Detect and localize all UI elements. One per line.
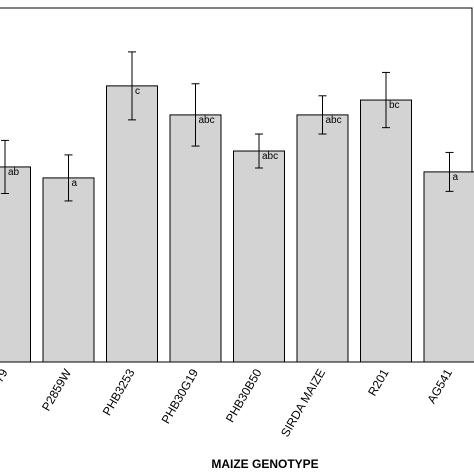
- x-tick-label: SIRDA MAIZE: [278, 367, 328, 440]
- group-letter: ab: [8, 167, 20, 178]
- x-tick-label: R201: [365, 366, 392, 398]
- x-tick-label: 0D79: [0, 366, 11, 398]
- group-letter: abc: [326, 115, 342, 126]
- group-letter: a: [72, 178, 78, 189]
- bar: [42, 177, 95, 363]
- group-letter: bc: [389, 100, 400, 111]
- x-axis-title: MAIZE GENOTYPE: [211, 457, 318, 471]
- group-letter: abc: [199, 115, 215, 126]
- x-tick-label: PHB3253: [100, 366, 138, 418]
- group-letter: c: [135, 86, 140, 97]
- bar: [296, 114, 349, 363]
- x-tick-label: AG541: [424, 366, 455, 406]
- x-tick-label: PHB30B50: [223, 366, 265, 425]
- group-letter: abc: [262, 151, 278, 162]
- bar: [423, 171, 474, 363]
- bar: [360, 99, 412, 363]
- bar: [169, 114, 222, 363]
- bar: [0, 166, 31, 363]
- x-tick-label: P2859W: [39, 366, 74, 413]
- bar: [106, 85, 158, 363]
- bar: [233, 150, 285, 363]
- group-letter: a: [453, 172, 459, 183]
- x-tick-label: PHB30G19: [159, 366, 202, 426]
